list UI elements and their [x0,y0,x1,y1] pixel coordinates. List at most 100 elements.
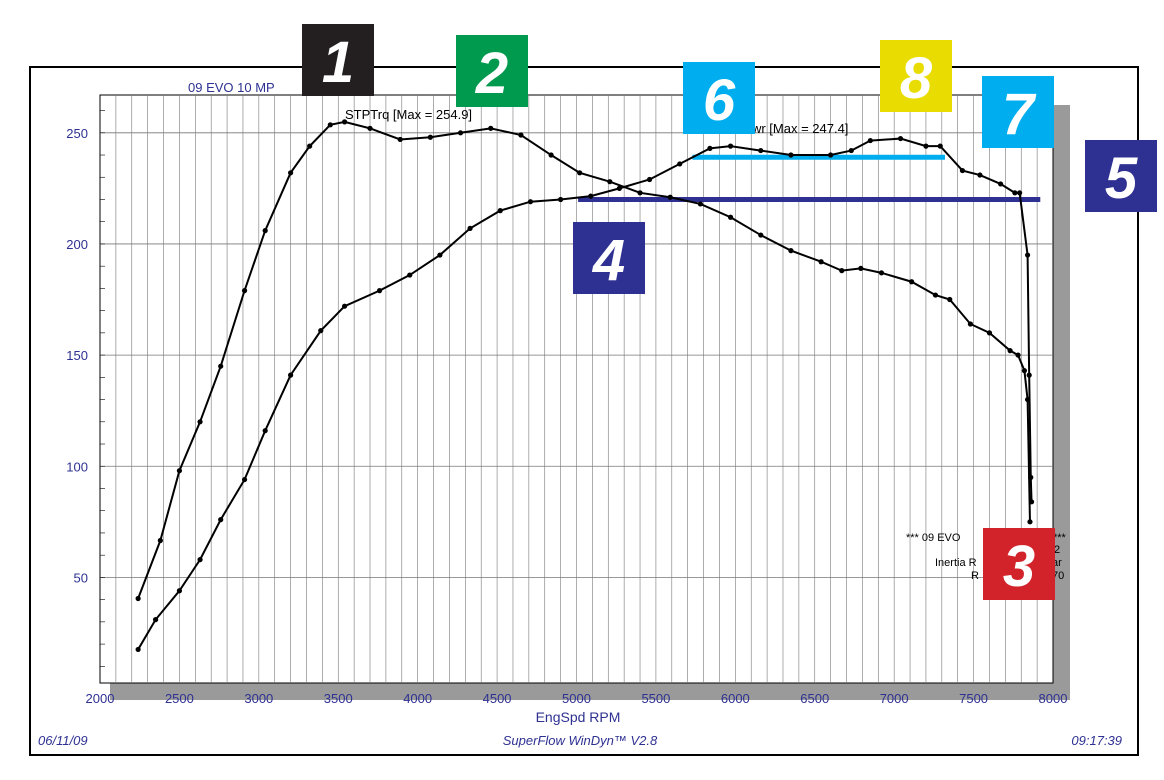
torque-point [176,468,183,474]
power-point [848,147,854,154]
power-point [788,152,794,158]
power-point [923,143,929,149]
footer-software: SuperFlow WinDyn™ V2.8 [503,733,658,748]
torque-point [727,214,734,220]
power-point [558,196,564,203]
power-point [288,372,294,378]
badge-5: 5 [1085,140,1157,212]
badge-box [456,35,528,107]
torque-point [488,125,494,131]
series [135,119,1035,653]
power-point [977,172,983,178]
torque-point [288,170,294,176]
torque-point [457,130,464,136]
badge-2: 2 [456,35,528,107]
badge-number: 8 [900,46,933,111]
torque-point [518,132,524,138]
torque-point [607,179,613,185]
torque-point [135,595,141,602]
legend-line-1: *** 09 EVO [906,532,961,544]
power-point [1024,252,1031,258]
power-point [1026,372,1032,378]
badge-number: 4 [592,228,625,293]
footer-time: 09:17:39 [1071,733,1122,748]
power-point [497,207,503,214]
grid [100,95,1053,683]
power-point [218,517,224,523]
badge-number: 6 [703,68,736,133]
power-point [707,145,713,151]
power-point [376,288,383,294]
badge-box [880,40,952,112]
power-point [1017,190,1023,196]
torque-point [241,288,248,294]
badge-8: 8 [880,40,952,112]
badge-number: 2 [475,41,508,106]
y-tick-label: 50 [74,570,88,585]
badge-number: 7 [1002,82,1037,147]
power-point [318,328,324,334]
torque-point [218,363,224,369]
power-point [588,193,594,199]
x-axis-label: EngSpd RPM [536,709,621,725]
torque-point [1027,519,1033,525]
torque-point [1015,352,1021,358]
power-point [959,167,966,174]
badge-box [683,62,755,134]
torque-point [342,119,348,125]
y-tick-label: 100 [66,459,88,474]
torque-point [986,330,993,336]
torque-point [367,125,373,131]
badge-7: 7 [982,76,1054,148]
legend-line-4: R [971,570,979,582]
y-tick-label: 150 [66,348,88,363]
badge-number: 1 [322,30,354,95]
power-point [677,161,683,167]
torque-point [909,279,915,285]
torque-point [637,190,643,196]
torque-point [967,321,974,327]
torque-point [262,228,268,234]
torque-point [758,232,764,238]
power-point [407,272,413,278]
torque-point [1021,368,1028,374]
torque-point [1007,348,1013,354]
badge-number: 5 [1105,146,1138,211]
reference-lines [578,154,1041,202]
power-point [262,428,268,434]
chart-title: 09 EVO 10 MP [188,80,275,95]
torque-point [839,268,845,274]
x-tick-label: 2000 [86,691,115,706]
badge-box [982,76,1054,148]
badge-number: 3 [1003,534,1035,599]
power-point [997,181,1004,187]
torque-point [667,194,673,200]
legend-line-3: Inertia R [935,557,977,569]
badge-6: 6 [683,62,755,134]
torque-point [157,537,163,544]
footer-date: 06/11/09 [38,733,88,748]
power-point [1012,190,1018,196]
x-tick-label: 7000 [880,691,909,706]
power-point [437,252,443,258]
power-point [241,476,248,483]
badge-box [1085,140,1157,212]
power-point [937,143,943,149]
torque-point [947,296,953,303]
y-tick-label: 250 [66,126,88,141]
badge-3: 3 [983,528,1055,600]
power-curve [137,137,1033,650]
power-point [828,152,834,158]
torque-point [577,170,583,176]
power-point [616,185,622,191]
x-tick-label: 3000 [244,691,273,706]
power-point [467,225,473,231]
x-tick-label: 7500 [959,691,988,706]
power-point [176,588,183,594]
x-tick-label: 5000 [562,691,591,706]
power-point [152,617,159,623]
x-tick-label: 5500 [641,691,670,706]
torque-point [878,270,885,276]
tick-labels: 2000 2500 3000 3500 4000 4500 5000 5500 6000 6500… [66,126,1067,706]
